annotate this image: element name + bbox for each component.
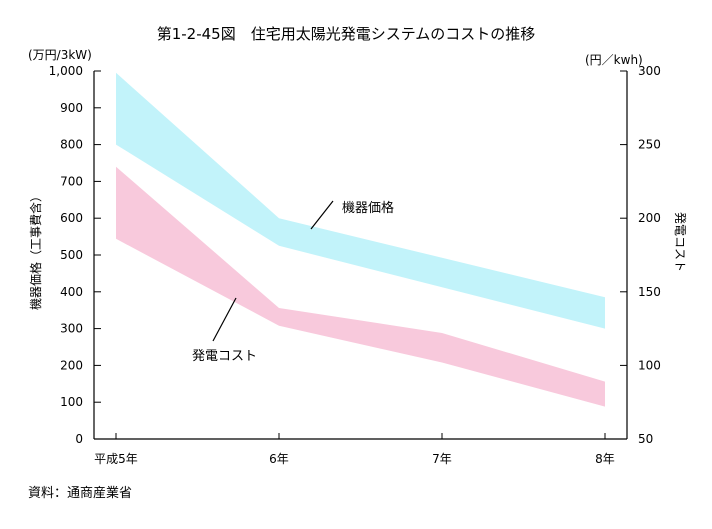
right-axis-unit: (円／kwh)	[585, 53, 643, 67]
x-axis: 平成5年 6年 7年 8年	[94, 433, 615, 466]
right-tick-label: 250	[638, 138, 661, 152]
left-tick-label: 600	[60, 211, 83, 225]
left-tick-label: 500	[60, 248, 83, 262]
left-tick-label: 700	[60, 174, 83, 188]
left-axis-unit: (万円/3kW)	[28, 48, 92, 62]
left-tick-label: 100	[60, 395, 83, 409]
source-note: 資料：通商産業省	[28, 485, 132, 501]
x-tick-label: 8年	[595, 452, 615, 466]
band-generation-cost	[116, 166, 605, 407]
left-tick-label: 200	[60, 358, 83, 372]
annotation-equipment-price: 機器価格	[342, 200, 394, 216]
left-tick-label: 300	[60, 322, 83, 336]
band-equipment-price	[116, 72, 605, 329]
chart-title: 第1-2-45図 住宅用太陽光発電システムのコストの推移	[157, 25, 536, 43]
x-tick-label: 7年	[432, 452, 452, 466]
right-axis-label: 発電コスト	[673, 212, 687, 272]
right-tick-label: 150	[638, 285, 661, 299]
left-axis-label: 機器価格（工事費含）	[28, 190, 43, 310]
right-tick-label: 50	[638, 432, 653, 446]
left-tick-label: 0	[75, 432, 83, 446]
annotation-generation-cost: 発電コスト	[192, 349, 257, 364]
left-tick-label: 800	[60, 138, 83, 152]
right-axis: 50 100 150 200 250 300	[620, 64, 661, 446]
right-tick-label: 100	[638, 358, 661, 372]
left-tick-label: 900	[60, 101, 83, 115]
right-tick-label: 300	[638, 64, 661, 78]
left-tick-label: 400	[60, 285, 83, 299]
left-tick-label: 1,000	[49, 64, 83, 78]
x-tick-label: 平成5年	[94, 452, 138, 466]
annotation-leader-equipment	[310, 200, 334, 230]
annotation-leader-cost	[212, 297, 237, 342]
right-tick-label: 200	[638, 211, 661, 225]
bands	[116, 72, 605, 407]
left-axis: 0 100 200 300 400 500 600 700 800 900 1,000	[49, 64, 101, 446]
x-tick-label: 6年	[269, 452, 289, 466]
